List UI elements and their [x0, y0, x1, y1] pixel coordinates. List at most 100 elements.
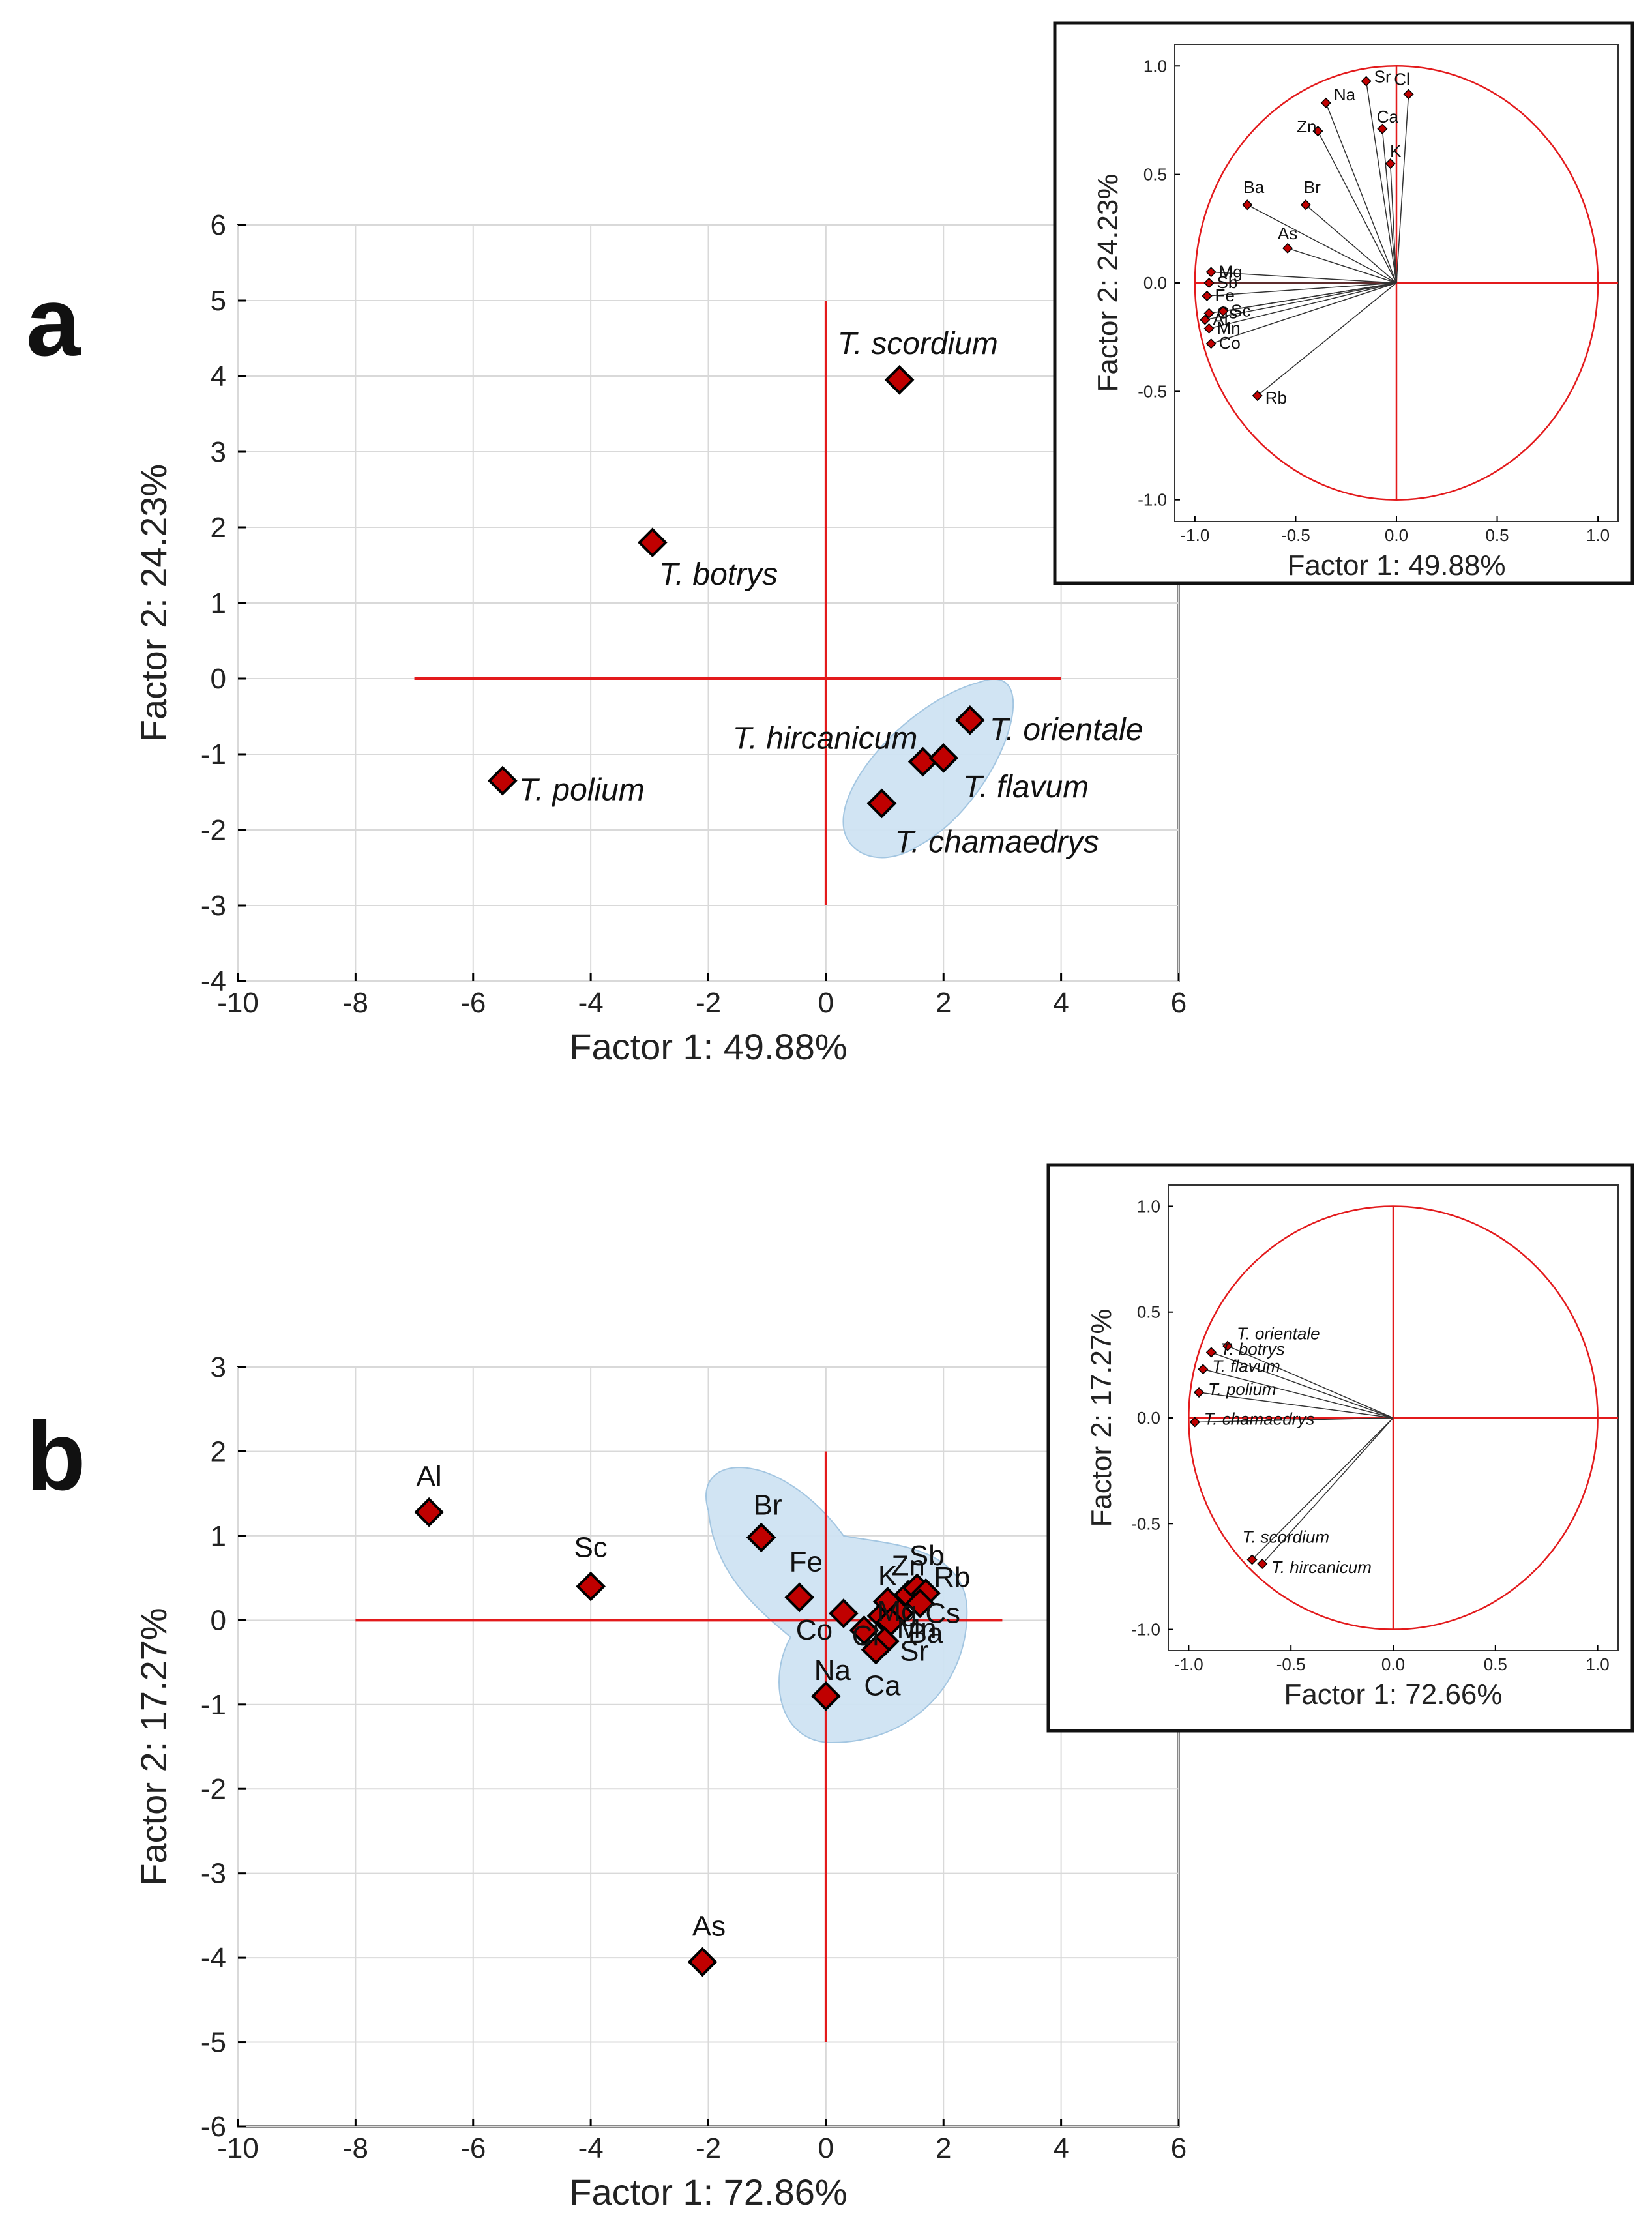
inset-x-tick-label: 1.0 — [1586, 525, 1610, 545]
data-point-label: K — [878, 1560, 897, 1592]
data-point-label: T. orientale — [990, 713, 1143, 747]
data-point-label: Mn — [897, 1613, 937, 1645]
loading-point-marker — [1205, 338, 1217, 349]
loading-point-marker — [1200, 314, 1211, 325]
loading-point-marker — [1198, 1364, 1209, 1375]
x-tick-label: -2 — [696, 987, 721, 1019]
y-axis-label: Factor 2: 24.23% — [133, 464, 174, 742]
data-point-marker — [637, 527, 668, 558]
y-tick-label: 2 — [211, 1435, 226, 1467]
loading-point-marker — [1218, 306, 1229, 317]
x-tick-label: 0 — [818, 2132, 834, 2164]
loading-label: K — [1390, 141, 1402, 161]
x-tick-label: 2 — [936, 2132, 951, 2164]
inset-x-tick-label: 0.5 — [1484, 1655, 1507, 1674]
loading-vector — [1287, 248, 1397, 284]
loading-point-marker — [1202, 290, 1213, 302]
inset-y-tick-label: -0.5 — [1138, 381, 1167, 401]
inset-x-tick-label: -0.5 — [1281, 525, 1310, 545]
x-axis-label: Factor 1: 49.88% — [569, 1026, 847, 1067]
data-point-marker — [414, 1497, 444, 1527]
y-tick-label: -1 — [201, 739, 226, 771]
panel-a-loadings-inset: -1.0 -0.5 0.0 0.5 1.0 -1.0 -0.5 0.0 0.5 1.0 Sr Cl Na… — [1053, 21, 1634, 585]
inset-y-tick-label: 0.0 — [1143, 273, 1167, 293]
loading-label: Sc — [1231, 301, 1250, 320]
y-tick-label: 2 — [211, 512, 226, 544]
loading-vector — [1257, 282, 1397, 396]
data-point-label: Al — [417, 1461, 442, 1493]
data-point-marker — [928, 743, 959, 773]
inset-y-tick-label: 0.0 — [1137, 1408, 1160, 1428]
data-point-label: T. scordium — [838, 327, 998, 361]
data-point-label: Mg — [877, 1595, 917, 1627]
loading-vector — [1203, 1368, 1394, 1419]
x-tick-label: -6 — [460, 2132, 486, 2164]
data-point-label: T. polium — [519, 773, 645, 808]
inset-y-tick-label: -1.0 — [1131, 1620, 1160, 1640]
data-point-label: Sb — [909, 1540, 945, 1572]
loading-vector — [1252, 1417, 1394, 1560]
loading-label: Ba — [1243, 177, 1264, 197]
loading-point-marker — [1246, 1554, 1258, 1565]
loading-label: Al — [1213, 310, 1228, 329]
loading-vector — [1227, 1345, 1394, 1419]
x-tick-label: -4 — [578, 2132, 604, 2164]
inset-y-tick-label: 1.0 — [1137, 1196, 1160, 1216]
x-tick-label: 6 — [1171, 2132, 1187, 2164]
loading-point-marker — [1252, 390, 1263, 402]
x-tick-label: -4 — [578, 987, 604, 1019]
inset-x-tick-label: -1.0 — [1181, 525, 1210, 545]
data-point-label: Cl — [852, 1620, 879, 1652]
loading-vector — [1211, 271, 1397, 284]
x-tick-label: -2 — [696, 2132, 721, 2164]
loading-label: Fe — [1215, 286, 1234, 305]
x-tick-label: 4 — [1053, 987, 1069, 1019]
data-point-label: Co — [796, 1614, 833, 1646]
loading-point-marker — [1205, 267, 1217, 278]
loading-point-marker — [1203, 323, 1215, 334]
loading-vector — [1194, 1417, 1394, 1423]
loading-vector — [1396, 94, 1409, 284]
loading-vector — [1325, 102, 1397, 284]
loading-point-marker — [1300, 199, 1311, 211]
loading-point-marker — [1377, 123, 1388, 134]
inset-x-tick-label: -0.5 — [1276, 1655, 1306, 1674]
loading-point-marker — [1222, 1340, 1233, 1351]
data-point-label: Zn — [891, 1550, 924, 1582]
y-tick-label: 3 — [211, 436, 226, 468]
data-point-marker — [784, 1582, 815, 1613]
loading-point-marker — [1193, 1387, 1205, 1398]
loading-vector — [1198, 1392, 1394, 1419]
x-tick-label: -10 — [217, 987, 259, 1019]
loading-point-marker — [1320, 97, 1331, 108]
data-point-marker — [884, 364, 915, 395]
loading-label: Co — [1219, 333, 1241, 353]
x-tick-label: -8 — [343, 2132, 368, 2164]
loading-label: Ca — [1377, 107, 1399, 126]
data-point-label: T. chamaedrys — [895, 825, 1099, 859]
data-point-label: T. flavum — [963, 770, 1089, 804]
loading-vector — [1211, 282, 1397, 344]
y-tick-label: 1 — [211, 587, 226, 619]
panel-b-loadings-inset: -1.0 -0.5 0.0 0.5 1.0 -1.0 -0.5 0.0 0.5 1.0 T. ori… — [1046, 1163, 1634, 1733]
loading-point-marker — [1203, 308, 1215, 319]
data-point-marker — [849, 1615, 879, 1645]
loading-point-marker — [1203, 277, 1215, 289]
loading-label: Na — [1334, 85, 1356, 104]
y-axis-label: Factor 2: 17.27% — [133, 1608, 174, 1885]
y-tick-label: -3 — [201, 1858, 226, 1890]
loading-point-marker — [1403, 89, 1414, 100]
data-point-label: Ba — [908, 1617, 943, 1649]
y-tick-label: -2 — [201, 1773, 226, 1805]
loading-point-marker — [1205, 1347, 1217, 1358]
data-point-marker — [811, 1681, 841, 1711]
inset-x-axis-label: Factor 1: 72.66% — [1284, 1679, 1502, 1711]
panel-b-letter: b — [26, 1401, 86, 1510]
loading-label: Br — [1304, 177, 1321, 197]
loading-point-marker — [1242, 199, 1253, 211]
y-tick-label: -4 — [201, 965, 226, 997]
loading-point-marker — [1257, 1558, 1268, 1569]
loading-label: T. chamaedrys — [1204, 1409, 1315, 1428]
data-point-label: Sr — [900, 1636, 928, 1668]
